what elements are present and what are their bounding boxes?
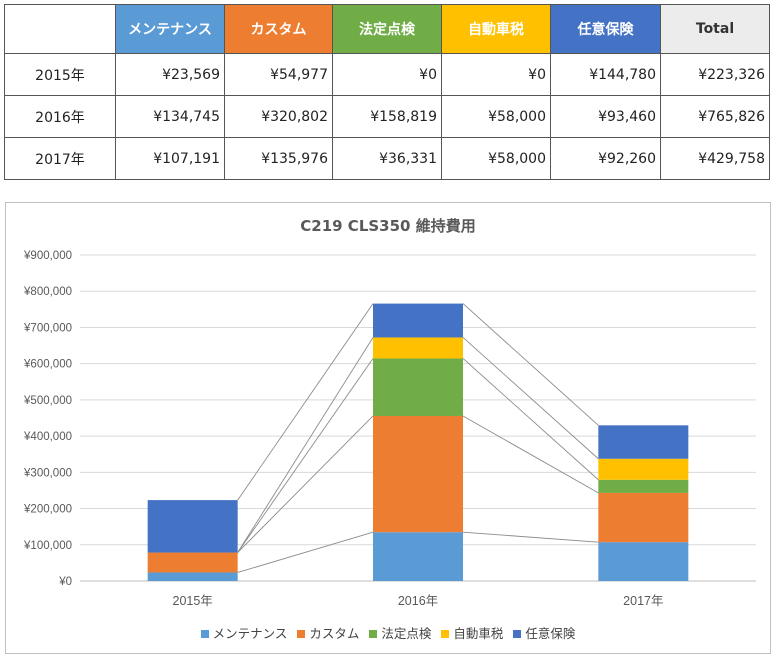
row-year: 2017年 [4, 137, 116, 180]
bar-segment [598, 458, 689, 480]
table-corner-cell [4, 4, 116, 54]
cell-insurance: ¥92,260 [550, 137, 661, 180]
legend-swatch [200, 629, 209, 638]
legend-swatch [441, 629, 450, 638]
series-line [237, 303, 374, 501]
table-row: 2017年 ¥107,191 ¥135,976 ¥36,331 ¥58,000 … [4, 137, 770, 180]
header-tax: 自動車税 [441, 4, 551, 54]
bar-segment [373, 532, 463, 581]
header-maintenance: メンテナンス [115, 4, 225, 54]
legend-item: カスタム [297, 623, 359, 642]
series-line [462, 415, 599, 494]
table-row: 2016年 ¥134,745 ¥320,802 ¥158,819 ¥58,000… [4, 95, 770, 138]
chart-area[interactable]: C219 CLS350 維持費用 ¥0 ¥100,000 ¥200,000 ¥300,… [5, 202, 771, 654]
y-tick-label: ¥400,000 [23, 431, 72, 443]
y-tick-label: ¥700,000 [23, 322, 72, 334]
header-insurance: 任意保険 [550, 4, 661, 54]
bar-segment [598, 492, 689, 543]
x-tick-label: 2015年 [173, 594, 213, 608]
cell-total: ¥429,758 [660, 137, 770, 180]
series-line [462, 303, 599, 426]
legend-label: 法定点検 [381, 626, 432, 641]
series-line [237, 358, 374, 553]
header-inspection: 法定点検 [332, 4, 442, 54]
series-line [462, 531, 599, 543]
cell-inspection: ¥36,331 [332, 137, 442, 180]
bar-segment [598, 479, 689, 493]
legend-swatch [297, 629, 306, 638]
x-tick-label: 2017年 [623, 594, 663, 608]
bar-segment [598, 542, 689, 581]
bar-segment [598, 425, 689, 459]
cell-insurance: ¥144,780 [550, 53, 661, 96]
y-tick-label: ¥800,000 [23, 286, 72, 298]
row-year: 2016年 [4, 95, 116, 138]
chart-legend: メンテナンス カスタム 法定点検 自動車税 任意保険 [6, 623, 770, 642]
series-line [462, 358, 599, 481]
y-tick-label: ¥200,000 [23, 504, 72, 516]
cell-total: ¥223,326 [660, 53, 770, 96]
series-line [462, 337, 599, 460]
bar-segment [373, 358, 463, 416]
cell-insurance: ¥93,460 [550, 95, 661, 138]
cell-custom: ¥135,976 [224, 137, 333, 180]
bar-segment [147, 572, 238, 581]
bar-segment [373, 415, 463, 533]
cell-tax: ¥58,000 [441, 95, 551, 138]
cell-maintenance: ¥23,569 [115, 53, 225, 96]
legend-label: カスタム [309, 626, 360, 641]
cell-tax: ¥58,000 [441, 137, 551, 180]
series-line [237, 415, 374, 553]
header-custom: カスタム [224, 4, 333, 54]
legend-label: 任意保険 [525, 626, 576, 641]
cell-maintenance: ¥107,191 [115, 137, 225, 180]
stacked-bar-chart: ¥0 ¥100,000 ¥200,000 ¥300,000 ¥400,000 ¥500,0… [23, 250, 756, 608]
legend-swatch [369, 629, 378, 638]
y-tick-label: ¥500,000 [23, 395, 72, 407]
cost-table: メンテナンス カスタム 法定点検 自動車税 任意保険 Total 2015年 ¥… [4, 4, 770, 180]
y-tick-label: ¥600,000 [23, 359, 72, 371]
legend-label: メンテナンス [212, 626, 288, 641]
y-tick-label: ¥300,000 [23, 467, 72, 479]
legend-swatch [513, 629, 522, 638]
cell-maintenance: ¥134,745 [115, 95, 225, 138]
cell-tax: ¥0 [441, 53, 551, 96]
row-year: 2015年 [4, 53, 116, 96]
bar-segment [373, 337, 463, 359]
legend-item: 自動車税 [441, 623, 503, 642]
header-total: Total [660, 4, 770, 54]
y-tick-label: ¥900,000 [23, 250, 72, 262]
bar-segment [147, 500, 238, 553]
bar-segment [373, 303, 463, 338]
legend-item: 任意保険 [513, 623, 575, 642]
cell-inspection: ¥158,819 [332, 95, 442, 138]
legend-label: 自動車税 [453, 626, 504, 641]
series-line [237, 337, 374, 553]
y-tick-label: ¥0 [58, 576, 72, 588]
table-header-row: メンテナンス カスタム 法定点検 自動車税 任意保険 Total [4, 4, 770, 54]
legend-item: メンテナンス [200, 623, 288, 642]
series-line [237, 531, 374, 573]
x-tick-label: 2016年 [398, 594, 438, 608]
table-row: 2015年 ¥23,569 ¥54,977 ¥0 ¥0 ¥144,780 ¥22… [4, 53, 770, 96]
cell-custom: ¥320,802 [224, 95, 333, 138]
bar-segment [147, 552, 238, 573]
cell-custom: ¥54,977 [224, 53, 333, 96]
cell-inspection: ¥0 [332, 53, 442, 96]
legend-item: 法定点検 [369, 623, 431, 642]
cell-total: ¥765,826 [660, 95, 770, 138]
chart-title: C219 CLS350 維持費用 [300, 217, 476, 235]
y-tick-label: ¥100,000 [23, 540, 72, 552]
